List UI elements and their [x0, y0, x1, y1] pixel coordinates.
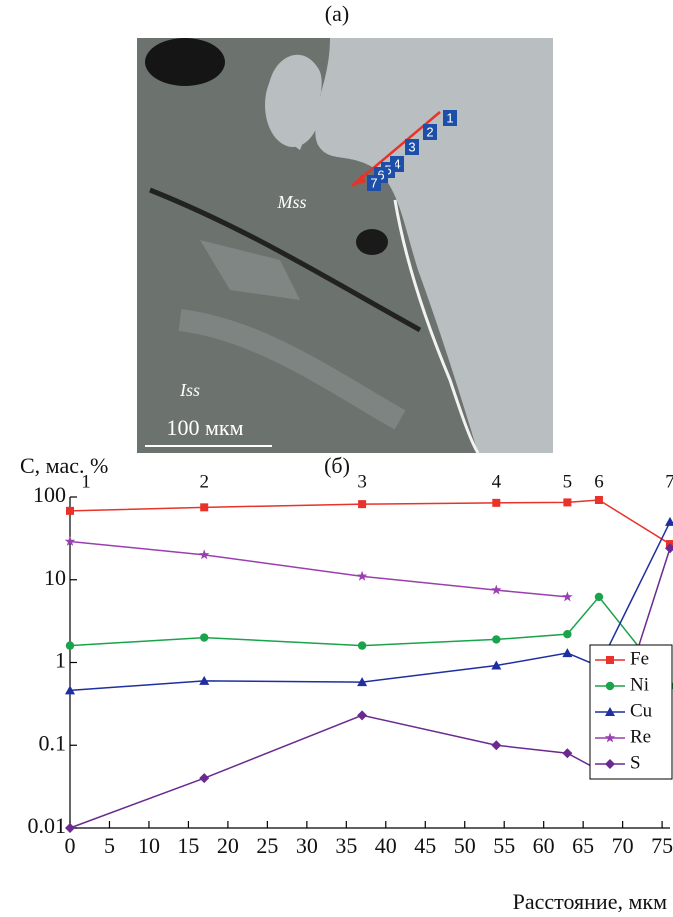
legend-label: Fe [630, 648, 649, 669]
series-line [70, 597, 670, 686]
marker [199, 549, 209, 559]
point-number: 7 [665, 471, 673, 492]
scale-bar-label: 100 мкм [166, 415, 243, 440]
marker [492, 499, 500, 507]
marker [357, 571, 367, 581]
series-line [70, 500, 670, 544]
legend-label: Ni [630, 674, 649, 695]
y-tick-label: 10 [44, 565, 66, 590]
point-number: 4 [492, 471, 502, 492]
x-tick-label: 55 [493, 833, 515, 858]
marker [491, 585, 501, 595]
phase-label: Iss [179, 380, 200, 400]
x-tick-label: 20 [217, 833, 239, 858]
marker [200, 633, 208, 641]
point-number: 1 [81, 471, 91, 492]
figure: (a) Mss Iss 100 мкм (б) C, мас. % Рассто… [0, 0, 673, 917]
x-tick-label: 75 [651, 833, 673, 858]
marker [562, 748, 572, 758]
legend-label: Re [630, 726, 651, 747]
chart-title: (б) [324, 453, 350, 478]
marker [665, 517, 673, 526]
y-tick-label: 1 [55, 648, 66, 673]
legend-label: S [630, 752, 641, 773]
phase-label: Mss [276, 192, 306, 212]
marker [595, 593, 603, 601]
marker [491, 740, 501, 750]
marker [199, 773, 209, 783]
x-tick-label: 45 [414, 833, 436, 858]
y-tick-label: 0.1 [39, 730, 67, 755]
series-line [70, 522, 670, 690]
marker [563, 498, 571, 506]
x-tick-label: 0 [65, 833, 76, 858]
y-tick-label: 0.01 [28, 813, 67, 838]
marker [606, 656, 614, 664]
point-number: 5 [563, 471, 573, 492]
x-tick-label: 5 [104, 833, 115, 858]
x-tick-label: 60 [533, 833, 555, 858]
series-line [70, 548, 670, 828]
marker [563, 630, 571, 638]
x-tick-label: 30 [296, 833, 318, 858]
x-tick-label: 10 [138, 833, 160, 858]
point-number: 6 [594, 471, 604, 492]
legend-label: Cu [630, 700, 653, 721]
marker [595, 496, 603, 504]
point-label: 7 [370, 175, 377, 190]
point-number: 3 [357, 471, 367, 492]
y-tick-label: 100 [33, 482, 66, 507]
marker [606, 682, 614, 690]
marker [200, 503, 208, 511]
marker [562, 648, 572, 657]
y-axis-label: C, мас. % [20, 453, 108, 478]
marker [65, 823, 75, 833]
x-tick-label: 25 [256, 833, 278, 858]
marker [357, 710, 367, 720]
point-number: 2 [199, 471, 209, 492]
point-label: 3 [408, 139, 415, 154]
point-label: 1 [446, 110, 453, 125]
point-label: 2 [426, 124, 433, 139]
x-tick-label: 70 [612, 833, 634, 858]
x-tick-label: 50 [454, 833, 476, 858]
x-axis-label: Расстояние, мкм [513, 889, 667, 914]
x-tick-label: 35 [335, 833, 357, 858]
x-tick-label: 65 [572, 833, 594, 858]
x-tick-label: 15 [177, 833, 199, 858]
panel-label: (a) [325, 1, 349, 26]
marker [358, 641, 366, 649]
marker [66, 507, 74, 515]
marker [66, 641, 74, 649]
marker [358, 500, 366, 508]
x-tick-label: 40 [375, 833, 397, 858]
marker [492, 635, 500, 643]
